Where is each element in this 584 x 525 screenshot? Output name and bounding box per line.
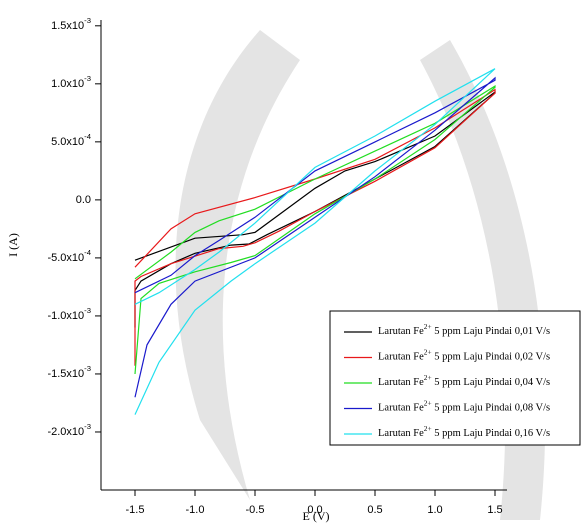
series-line [134, 85, 496, 375]
series-line [134, 90, 496, 328]
y-tick-label: -2.0x10-3 [47, 422, 91, 438]
x-axis-label: E (V) [303, 509, 330, 523]
legend-box [329, 310, 581, 446]
legend-label: Larutan Fe2+ 5 ppm Laju Pindai 0,01 V/s [378, 322, 550, 338]
watermark [175, 30, 300, 500]
legend-label: Larutan Fe2+ 5 ppm Laju Pindai 0,16 V/s [378, 424, 550, 440]
watermark [420, 40, 546, 520]
series-line [134, 68, 496, 415]
x-tick-label: -1.0 [186, 504, 205, 516]
y-tick-label: 1.5x10-3 [51, 16, 91, 32]
legend-label: Larutan Fe2+ 5 ppm Laju Pindai 0,04 V/s [378, 373, 550, 389]
plot-area: 1.5x10-3 1.0x10-3 5.0x10-4 0.0 -5.0x10-4 -1.0… [47, 16, 507, 516]
y-tick-label: -1.5x10-3 [47, 364, 91, 380]
y-tick-label: 0.0 [76, 194, 91, 206]
x-tick-label: 1.5 [487, 504, 502, 516]
series-line [134, 88, 496, 366]
y-tick-label: 1.0x10-3 [51, 74, 91, 90]
y-tick-label: -1.0x10-3 [47, 306, 91, 322]
x-tick-label: 0.0 [307, 504, 322, 516]
y-tick-label: -5.0x10-4 [47, 248, 91, 264]
x-tick-label: 1.0 [427, 504, 442, 516]
legend-label: Larutan Fe2+ 5 ppm Laju Pindai 0,02 V/s [378, 347, 550, 363]
legend: Larutan Fe2+ 5 ppm Laju Pindai 0,01 V/s L… [344, 322, 550, 440]
x-tick-label: -1.5 [126, 504, 145, 516]
series-line [134, 76, 496, 398]
x-tick-label: 0.5 [367, 504, 382, 516]
x-tick-label: -0.5 [246, 504, 265, 516]
y-axis-label: I (A) [6, 233, 20, 257]
y-tick-label: 5.0x10-4 [51, 132, 92, 148]
legend-label: Larutan Fe2+ 5 ppm Laju Pindai 0,08 V/s [378, 398, 550, 414]
